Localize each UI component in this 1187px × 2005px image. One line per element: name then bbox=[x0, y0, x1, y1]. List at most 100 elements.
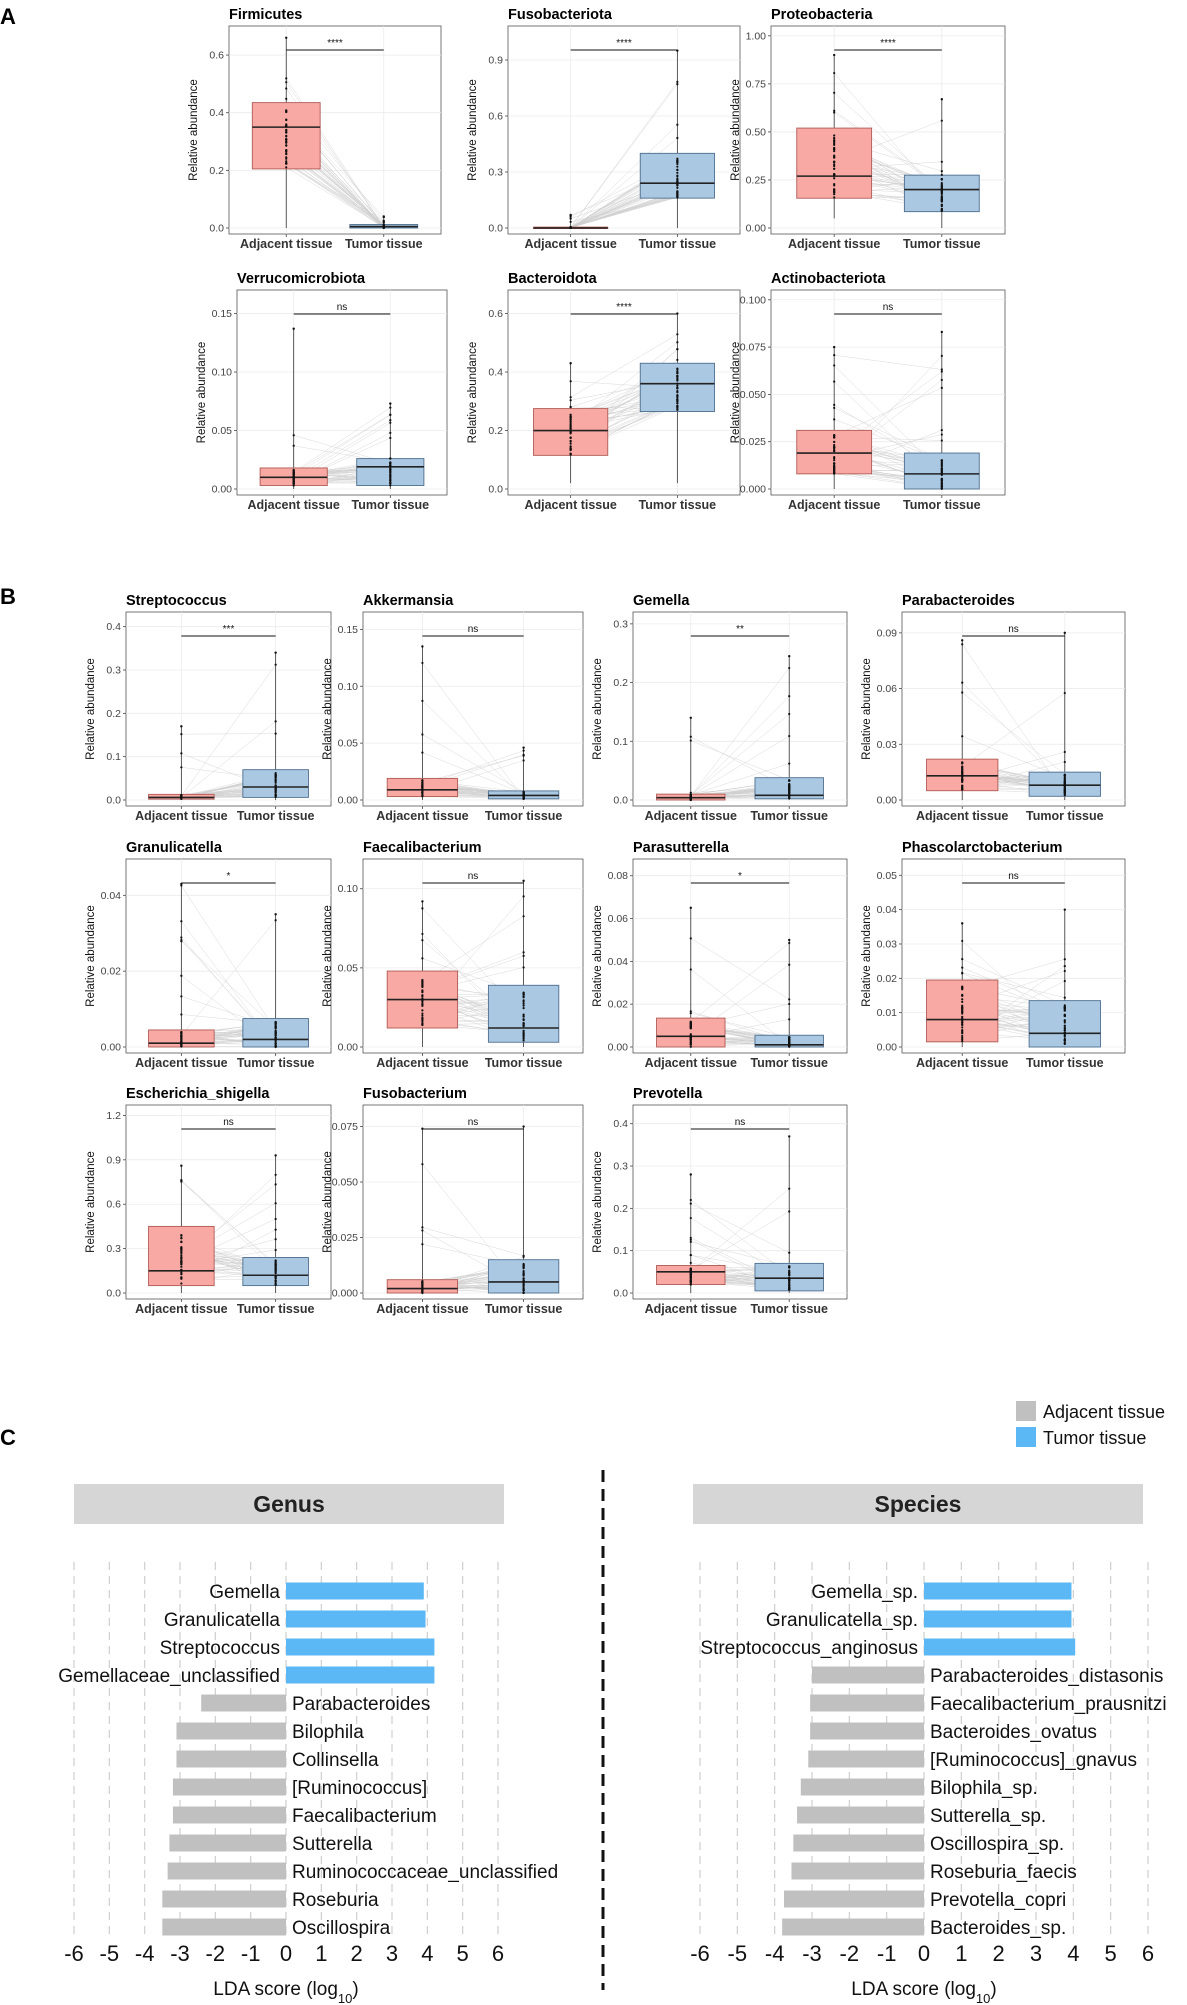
data-point bbox=[1063, 964, 1066, 968]
plot-title: Fusobacterium bbox=[363, 1086, 467, 1102]
data-point bbox=[833, 471, 836, 474]
x-tick-label: -5 bbox=[728, 1941, 748, 1966]
y-tick-label: 0.050 bbox=[332, 1177, 358, 1189]
data-point bbox=[961, 786, 964, 789]
data-point bbox=[833, 418, 836, 421]
data-point bbox=[382, 219, 385, 222]
data-point bbox=[421, 994, 424, 997]
data-point bbox=[522, 1269, 525, 1273]
lda-bar-label: Roseburia bbox=[292, 1890, 379, 1911]
lda-bar-row: Faecalibacterium_prausnitzi bbox=[810, 1694, 1167, 1715]
data-point bbox=[833, 189, 836, 192]
data-point bbox=[522, 915, 525, 918]
x-category-label: Tumor tissue bbox=[345, 237, 423, 251]
y-tick-label: 0.05 bbox=[877, 870, 898, 882]
y-tick-label: 0.025 bbox=[740, 436, 766, 448]
boxplot-prevotella: Prevotella 0.0 0.1 0.2 0.3 0.4 Relative abunda… bbox=[592, 1086, 848, 1316]
x-category-label: Adjacent tissue bbox=[135, 1056, 227, 1070]
significance-label: * bbox=[227, 871, 231, 882]
data-point bbox=[522, 951, 525, 954]
x-category-label: Adjacent tissue bbox=[135, 809, 227, 823]
data-point bbox=[788, 1210, 791, 1213]
data-point bbox=[522, 1034, 525, 1038]
data-point bbox=[285, 152, 288, 156]
data-point bbox=[1063, 794, 1066, 797]
data-point bbox=[522, 1029, 525, 1033]
pair-line bbox=[181, 664, 276, 797]
data-point bbox=[940, 173, 943, 177]
data-point bbox=[421, 1243, 424, 1246]
data-point bbox=[961, 1015, 964, 1018]
data-point bbox=[676, 159, 679, 162]
y-tick-label: 0.00 bbox=[338, 1042, 359, 1054]
data-point bbox=[569, 215, 572, 218]
y-tick-label: 0.10 bbox=[212, 367, 233, 379]
data-point bbox=[676, 168, 679, 172]
pair-line bbox=[690, 1188, 790, 1271]
data-point bbox=[1063, 1033, 1066, 1037]
data-point bbox=[833, 182, 836, 186]
data-point bbox=[421, 980, 424, 983]
x-tick-label: 4 bbox=[421, 1941, 433, 1966]
data-point bbox=[421, 932, 424, 936]
data-point bbox=[274, 779, 277, 782]
lda-bar-adjacent bbox=[797, 1806, 924, 1824]
significance-label: ns bbox=[468, 1117, 479, 1128]
data-point bbox=[676, 398, 679, 401]
y-tick-label: 0.08 bbox=[608, 870, 629, 882]
data-point bbox=[961, 643, 964, 646]
pair-line bbox=[286, 167, 384, 228]
plot-title: Bacteroidota bbox=[508, 271, 598, 287]
y-tick-label: 0.0 bbox=[488, 223, 503, 235]
x-category-label: Tumor tissue bbox=[903, 237, 981, 251]
data-point bbox=[961, 1019, 964, 1022]
y-tick-label: 0.3 bbox=[488, 167, 503, 179]
boxplot-proteobacteria: Proteobacteria 0.00 0.25 0.50 0.75 1.00 Relati… bbox=[730, 7, 1006, 251]
data-point bbox=[940, 188, 943, 192]
pair-line bbox=[181, 721, 276, 798]
y-axis-label: Relative abundance bbox=[85, 1151, 97, 1253]
data-point bbox=[292, 478, 295, 481]
data-point bbox=[961, 1036, 964, 1039]
data-point bbox=[1063, 1035, 1066, 1038]
pair-line bbox=[690, 667, 790, 797]
data-point bbox=[389, 484, 392, 487]
lda-bar-adjacent bbox=[784, 1890, 924, 1908]
outlier-point bbox=[1063, 631, 1066, 635]
data-point bbox=[940, 473, 943, 476]
plot-title: Phascolarctobacterium bbox=[902, 840, 1062, 856]
y-tick-label: 0.2 bbox=[613, 677, 628, 689]
data-point bbox=[676, 358, 679, 361]
data-point bbox=[389, 419, 392, 422]
x-tick-label: -4 bbox=[135, 1941, 155, 1966]
significance-label: ** bbox=[736, 624, 744, 635]
pair-line bbox=[181, 1181, 276, 1265]
data-point bbox=[421, 1289, 424, 1293]
lda-bar-label: Sutterella_sp. bbox=[930, 1806, 1046, 1827]
data-point bbox=[940, 354, 943, 357]
data-point bbox=[961, 691, 964, 694]
data-point bbox=[285, 87, 288, 90]
outlier-point bbox=[522, 879, 525, 883]
lda-bar-adjacent bbox=[172, 1806, 286, 1824]
data-point bbox=[274, 1248, 277, 1252]
x-category-label: Tumor tissue bbox=[485, 809, 563, 823]
pair-line bbox=[690, 969, 790, 1046]
x-category-label: Adjacent tissue bbox=[248, 498, 340, 512]
data-point bbox=[1063, 1019, 1066, 1023]
data-point bbox=[274, 785, 277, 788]
data-point bbox=[1063, 787, 1066, 790]
pair-line bbox=[690, 740, 790, 781]
data-point bbox=[421, 794, 424, 797]
data-point bbox=[689, 1042, 692, 1045]
data-point bbox=[961, 1010, 964, 1013]
data-point bbox=[421, 957, 424, 960]
lda-bar-row: Granulicatella_sp. bbox=[766, 1610, 1072, 1631]
data-point bbox=[689, 1283, 692, 1286]
data-point bbox=[833, 196, 836, 199]
x-tick-label: -1 bbox=[241, 1941, 261, 1966]
y-tick-label: 0.1 bbox=[106, 751, 121, 763]
data-point bbox=[676, 348, 679, 351]
lda-bar-row: Ruminococcaceae_unclassified bbox=[167, 1862, 558, 1883]
